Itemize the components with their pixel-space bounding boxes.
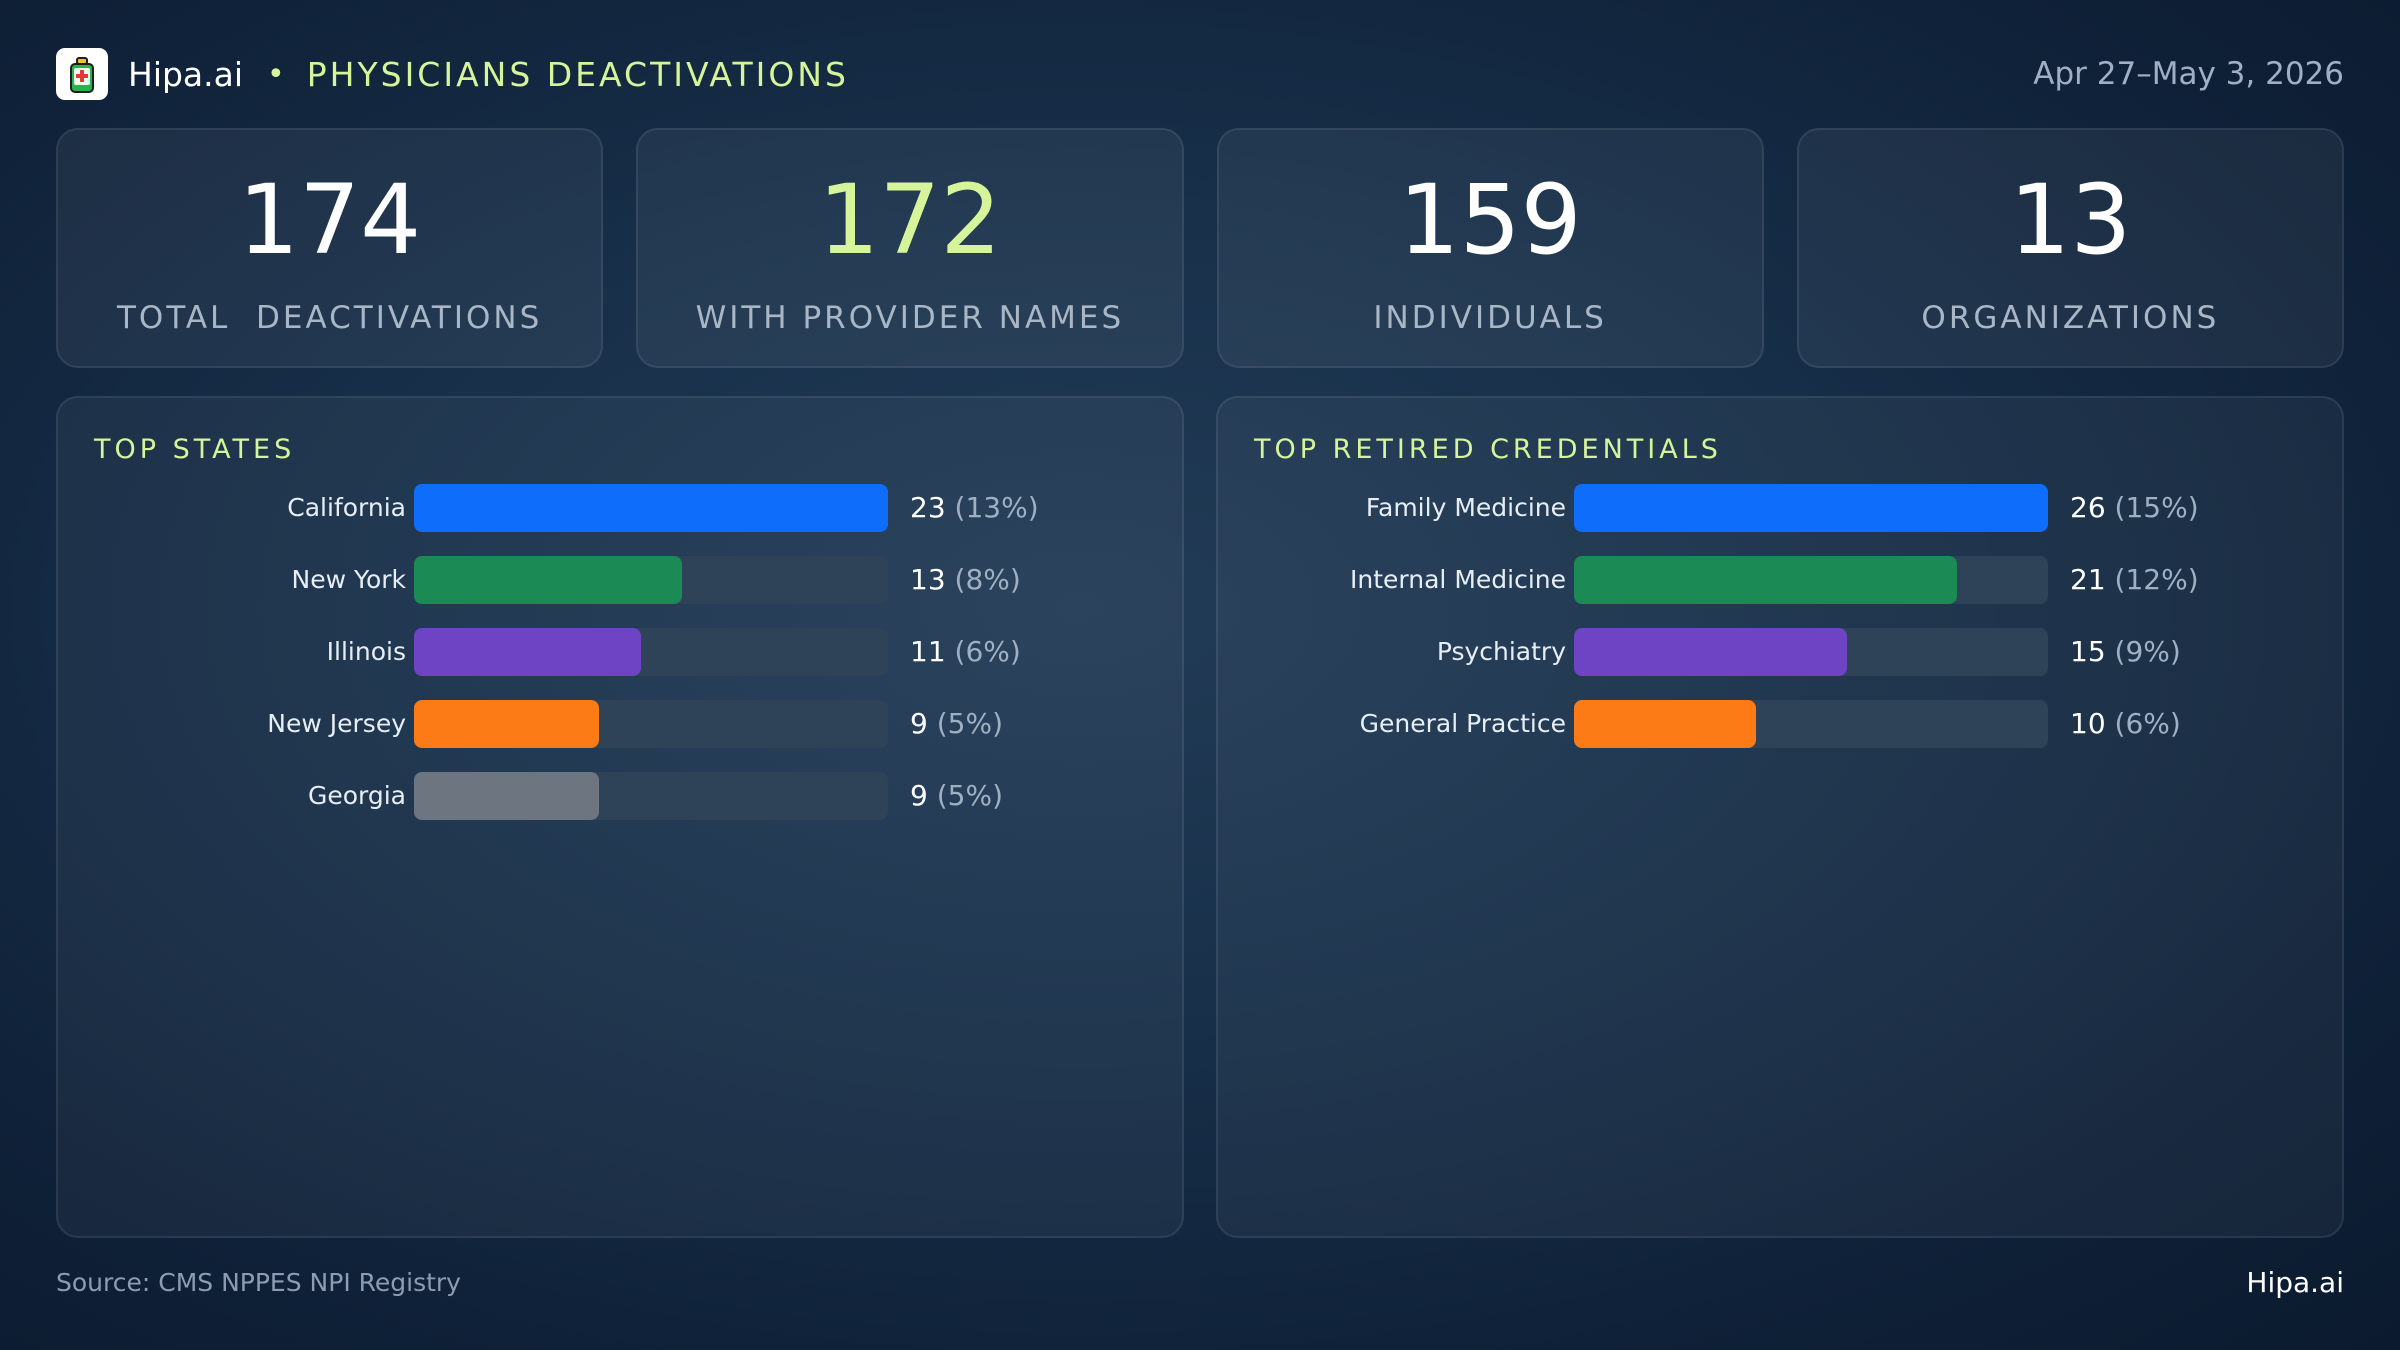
kpi-value: 159	[1398, 164, 1582, 276]
bar-track	[414, 484, 888, 532]
bar-count: 15	[2070, 635, 2115, 668]
bar-track	[1574, 700, 2048, 748]
kpi-individuals: 159 INDIVIDUALS	[1216, 128, 1764, 368]
bar-count: 9	[910, 707, 937, 740]
bar-value: 15 (9%)	[2070, 628, 2181, 676]
bar-count: 13	[910, 563, 955, 596]
bar-row: Georgia 9 (5%)	[58, 772, 1182, 820]
bar-percent: (5%)	[936, 707, 1003, 740]
bar-value: 13 (8%)	[910, 556, 1021, 604]
bar-percent: (12%)	[2114, 563, 2199, 596]
kpi-total-deactivations: 174 TOTAL DEACTIVATIONS	[56, 128, 604, 368]
bar-count: 11	[910, 635, 955, 668]
kpi-label: TOTAL DEACTIVATIONS	[116, 300, 543, 336]
title-separator: •	[267, 56, 285, 92]
bar-track	[414, 556, 888, 604]
kpi-organizations: 13 ORGANIZATIONS	[1796, 128, 2344, 368]
bar	[1574, 628, 1847, 676]
bar-percent: (9%)	[2114, 635, 2181, 668]
bar-count: 23	[910, 491, 955, 524]
bar-track	[1574, 484, 2048, 532]
brand-name: Hipa.ai	[128, 54, 244, 94]
bar-percent: (13%)	[954, 491, 1039, 524]
bar-row: Psychiatry 15 (9%)	[1218, 628, 2342, 676]
bar-label: New Jersey	[267, 709, 406, 738]
bar-percent: (6%)	[954, 635, 1021, 668]
bar-label: New York	[291, 565, 406, 594]
bar-row: Internal Medicine 21 (12%)	[1218, 556, 2342, 604]
bar-count: 21	[2070, 563, 2115, 596]
kpi-value: 13	[2009, 164, 2132, 276]
kpi-with-provider-names: 172 WITH PROVIDER NAMES	[636, 128, 1184, 368]
bar-value: 10 (6%)	[2070, 700, 2181, 748]
bar-value: 21 (12%)	[2070, 556, 2199, 604]
bar-track	[414, 772, 888, 820]
bar-label: Family Medicine	[1365, 493, 1566, 522]
bar-row: General Practice 10 (6%)	[1218, 700, 2342, 748]
bar-label: General Practice	[1359, 709, 1566, 738]
page-title: PHYSICIANS DEACTIVATIONS	[306, 54, 849, 94]
bar-percent: (8%)	[954, 563, 1021, 596]
kpi-label: WITH PROVIDER NAMES	[695, 300, 1125, 336]
top-states-panel: TOP STATES California 23 (13%) New York 13 …	[56, 396, 1184, 1238]
bar-label: Psychiatry	[1436, 637, 1566, 666]
footer-brand: Hipa.ai	[2246, 1266, 2344, 1299]
bar	[414, 628, 641, 676]
kpi-row: 174 TOTAL DEACTIVATIONS 172 WITH PROVIDE…	[56, 128, 2344, 368]
bar-row: New York 13 (8%)	[58, 556, 1182, 604]
bar	[414, 700, 599, 748]
bar-count: 9	[910, 779, 937, 812]
kpi-label: INDIVIDUALS	[1373, 300, 1607, 336]
header: Hipa.ai • PHYSICIANS DEACTIVATIONS Apr 2…	[56, 46, 2344, 102]
top-credentials-chart: Family Medicine 26 (15%) Internal Medicine…	[1218, 484, 2342, 772]
date-range: Apr 27–May 3, 2026	[2033, 56, 2344, 92]
bar-count: 10	[2070, 707, 2115, 740]
top-states-chart: California 23 (13%) New York 13 (8%) Illinoi…	[58, 484, 1182, 844]
bar-value: 26 (15%)	[2070, 484, 2199, 532]
bar-percent: (15%)	[2114, 491, 2199, 524]
bar-percent: (5%)	[936, 779, 1003, 812]
phone-cross-icon	[70, 57, 94, 93]
bar-label: California	[287, 493, 406, 522]
bar-value: 11 (6%)	[910, 628, 1021, 676]
bar	[414, 556, 682, 604]
bar-track	[414, 628, 888, 676]
bar-value: 9 (5%)	[910, 772, 1003, 820]
bar-count: 26	[2070, 491, 2115, 524]
bar	[1574, 700, 1756, 748]
source-note: Source: CMS NPPES NPI Registry	[56, 1268, 461, 1297]
top-credentials-panel: TOP RETIRED CREDENTIALS Family Medicine 2…	[1216, 396, 2344, 1238]
bar-label: Internal Medicine	[1350, 565, 1566, 594]
bar-row: California 23 (13%)	[58, 484, 1182, 532]
bar-label: Georgia	[307, 781, 406, 810]
bar-row: Illinois 11 (6%)	[58, 628, 1182, 676]
bar	[1574, 556, 1957, 604]
bar-value: 9 (5%)	[910, 700, 1003, 748]
panel-title: TOP RETIRED CREDENTIALS	[1254, 434, 1722, 465]
bar-label: Illinois	[326, 637, 406, 666]
kpi-label: ORGANIZATIONS	[1921, 300, 2220, 336]
bar	[1574, 484, 2048, 532]
bar-track	[1574, 556, 2048, 604]
bar-track	[414, 700, 888, 748]
bar-row: New Jersey 9 (5%)	[58, 700, 1182, 748]
panel-title: TOP STATES	[94, 434, 296, 465]
bar	[414, 772, 599, 820]
bar-percent: (6%)	[2114, 707, 2181, 740]
bar	[414, 484, 888, 532]
bar-row: Family Medicine 26 (15%)	[1218, 484, 2342, 532]
logo	[56, 48, 108, 100]
bar-track	[1574, 628, 2048, 676]
kpi-value: 174	[238, 164, 422, 276]
kpi-value: 172	[818, 164, 1002, 276]
bar-value: 23 (13%)	[910, 484, 1039, 532]
